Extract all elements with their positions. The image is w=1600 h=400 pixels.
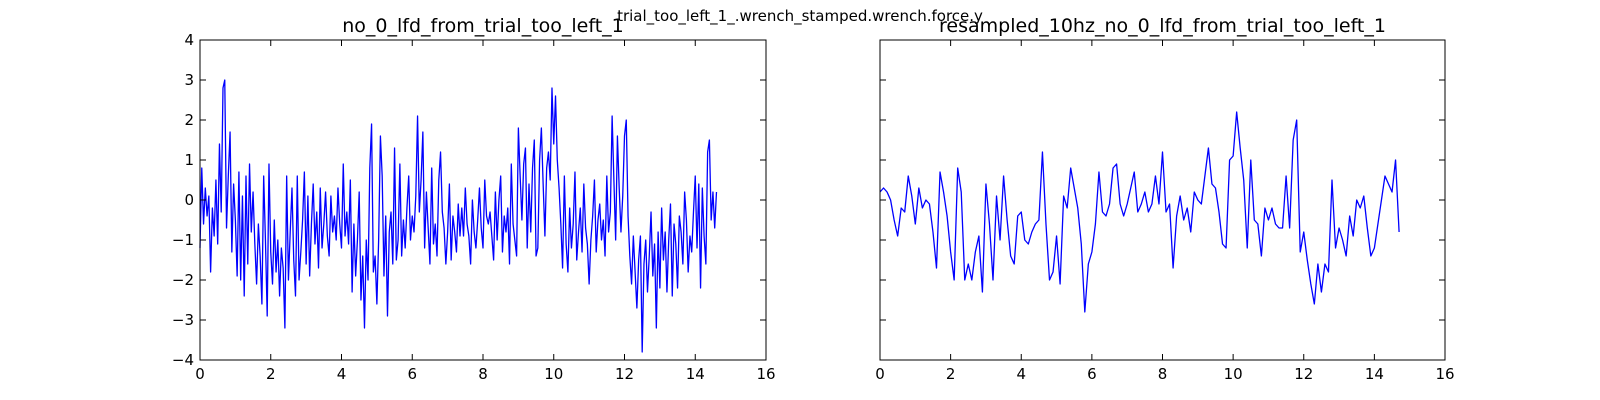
left-series-line [199,79,718,353]
right-x-tick-label: 0 [875,365,885,383]
left-x-tick-label: 6 [407,365,417,383]
left-y-tick-label: 4 [184,31,194,49]
right-series-line [879,111,1400,313]
left-y-tick-label: 1 [184,151,194,169]
right-axes-frame [879,39,1446,361]
left-y-tick-label: 2 [184,111,194,129]
left-x-tick-label: 8 [478,365,488,383]
right-x-tick-label: 8 [1158,365,1168,383]
left-y-tick-label: −4 [172,351,194,369]
right-x-tick-label: 10 [1224,365,1243,383]
right-plot-panel: resampled_10hz_no_0_lfd_from_trial_too_l… [875,15,1454,383]
left-x-tick-label: 10 [544,365,563,383]
right-plot-title: resampled_10hz_no_0_lfd_from_trial_too_l… [939,15,1386,37]
figure-suptitle: trial_too_left_1_.wrench_stamped.wrench.… [617,7,983,26]
right-x-tick-label: 12 [1294,365,1313,383]
right-x-tick-label: 6 [1087,365,1097,383]
left-x-tick-label: 0 [195,365,205,383]
right-x-tick-label: 14 [1365,365,1384,383]
right-x-tick-label: 16 [1435,365,1454,383]
left-plot-title: no_0_lfd_from_trial_too_left_1 [342,15,624,37]
left-x-tick-label: 2 [266,365,276,383]
left-y-tick-label: −3 [172,311,194,329]
left-y-tick-label: −2 [172,271,194,289]
left-y-tick-label: 0 [184,191,194,209]
left-y-tick-label: 3 [184,71,194,89]
left-x-tick-label: 16 [756,365,775,383]
right-x-tick-label: 4 [1016,365,1026,383]
left-x-tick-label: 14 [686,365,705,383]
left-y-tick-label: −1 [172,231,194,249]
left-x-tick-label: 4 [337,365,347,383]
left-plot-panel: no_0_lfd_from_trial_too_left_10 2 4 6 8 10 12 1… [172,15,776,383]
right-x-tick-label: 2 [946,365,956,383]
left-x-tick-label: 12 [615,365,634,383]
